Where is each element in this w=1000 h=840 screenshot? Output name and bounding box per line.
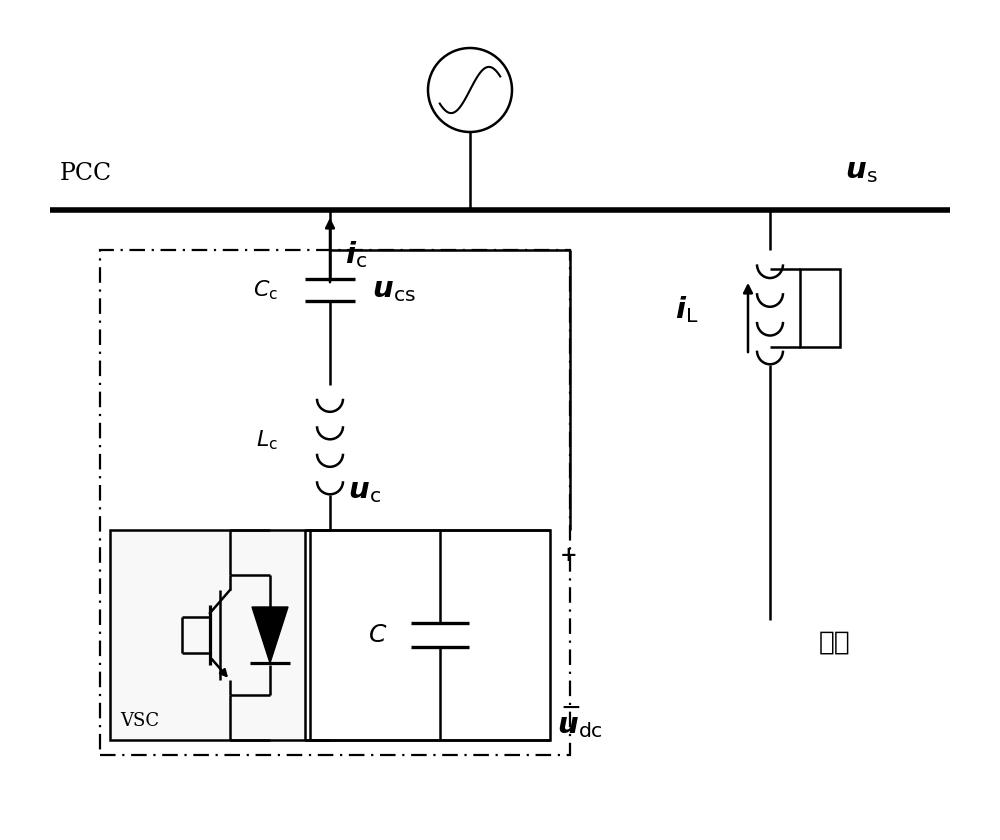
Bar (310, 530, 550, 740)
Text: $\boldsymbol{i}_{\mathrm{c}}$: $\boldsymbol{i}_{\mathrm{c}}$ (345, 239, 367, 270)
Text: $\boldsymbol{u}_{\mathrm{cs}}$: $\boldsymbol{u}_{\mathrm{cs}}$ (372, 276, 416, 304)
Text: 负荷: 负荷 (819, 630, 851, 655)
Bar (800, 269, 840, 347)
Text: $\boldsymbol{i}_{\mathrm{L}}$: $\boldsymbol{i}_{\mathrm{L}}$ (675, 295, 699, 325)
Text: +: + (560, 545, 578, 565)
Text: $C$: $C$ (368, 623, 388, 647)
Text: $C_{\mathrm{c}}$: $C_{\mathrm{c}}$ (253, 278, 278, 302)
Bar (100, 250, 570, 755)
Text: PCC: PCC (60, 162, 112, 185)
Bar (110, 530, 305, 740)
Text: $\boldsymbol{u}_{\mathrm{dc}}$: $\boldsymbol{u}_{\mathrm{dc}}$ (557, 712, 603, 740)
Polygon shape (252, 607, 288, 663)
Text: $\boldsymbol{u}_{\mathrm{c}}$: $\boldsymbol{u}_{\mathrm{c}}$ (348, 477, 381, 505)
Text: $L_{\mathrm{c}}$: $L_{\mathrm{c}}$ (256, 428, 278, 452)
Text: −: − (560, 696, 581, 720)
Text: $\boldsymbol{u}_{\mathrm{s}}$: $\boldsymbol{u}_{\mathrm{s}}$ (845, 157, 878, 185)
Text: VSC: VSC (120, 712, 159, 730)
